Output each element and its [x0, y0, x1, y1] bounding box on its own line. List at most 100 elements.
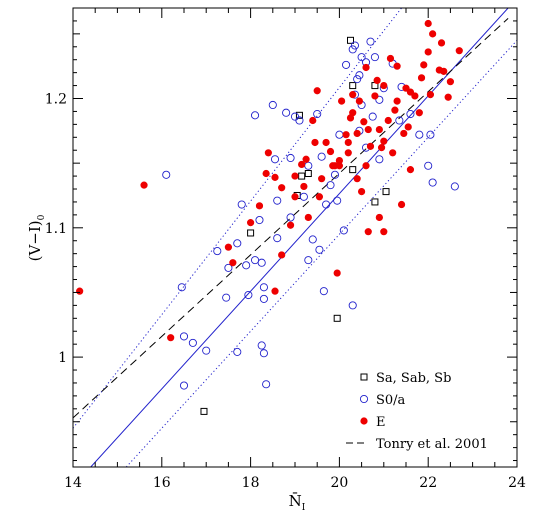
data-point-e-33 [318, 175, 326, 183]
data-point-s0-a-44 [406, 109, 415, 119]
data-point-s0-a-28 [322, 200, 331, 209]
data-point-s0-a-3 [188, 338, 197, 347]
data-point-e-21 [380, 81, 388, 90]
data-point-s0-a-12 [255, 215, 264, 225]
data-point-s0-a-48 [450, 182, 459, 191]
fit-line-dotted-2 [125, 39, 517, 467]
data-point-e-55 [389, 149, 397, 157]
data-point-e-69 [397, 200, 406, 209]
data-point-sa-sab-sb-11 [200, 407, 208, 415]
data-point-s0-a-56 [333, 196, 342, 205]
data-point-s0-a-40 [375, 95, 384, 104]
data-point-e-60 [338, 97, 346, 105]
data-point-s0-a-9 [242, 261, 251, 270]
data-point-s0-a-21 [290, 112, 300, 121]
data-point-s0-a-55 [304, 256, 313, 265]
data-point-s0-a-38 [366, 37, 375, 46]
data-point-s0-a-65 [250, 111, 260, 120]
data-point-s0-a-19 [282, 108, 291, 117]
data-point-s0-a-16 [268, 100, 277, 110]
data-point-e-1 [140, 181, 148, 189]
data-point-e-27 [429, 30, 437, 38]
data-point-s0-a-7 [233, 347, 242, 356]
data-point-s0-a-46 [424, 161, 433, 170]
y-tick-label-1-1: 1.1 [45, 221, 67, 237]
data-point-s0-a-64 [319, 287, 328, 296]
plot-frame [72, 7, 518, 468]
data-point-e-28 [437, 39, 446, 47]
data-point-sa-sab-sb-3 [298, 172, 306, 180]
data-point-e-43 [400, 129, 408, 138]
data-markers [76, 19, 463, 415]
data-point-e-80 [309, 116, 317, 125]
data-point-e-0 [76, 287, 84, 295]
data-point-e-68 [375, 213, 383, 222]
x-axis-label-main: N̄ [289, 492, 302, 510]
data-point-e-82 [406, 166, 415, 174]
data-point-e-75 [380, 228, 388, 236]
y-axis-label: (V−I)0 [26, 214, 47, 261]
legend-swatch-e [360, 417, 368, 425]
data-point-sa-sab-sb-0 [347, 36, 354, 44]
y-axis-label-subscript: 0 [37, 214, 47, 220]
data-point-e-61 [349, 91, 357, 99]
data-point-sa-sab-sb-6 [247, 229, 255, 237]
data-point-s0-a-53 [179, 332, 189, 341]
data-point-sa-sab-sb-7 [371, 198, 379, 206]
tick-labels: 14 16 18 20 22 24 1 1.1 1.2 [45, 92, 526, 491]
data-point-s0-a-52 [224, 263, 233, 272]
data-point-e-73 [264, 149, 272, 157]
data-point-s0-a-27 [315, 245, 324, 254]
data-point-e-49 [300, 182, 308, 191]
data-point-e-51 [331, 162, 339, 170]
data-point-s0-a-35 [353, 75, 362, 84]
fit-line-solid-0 [90, 8, 509, 467]
data-point-e-22 [386, 54, 395, 63]
data-point-e-66 [291, 172, 299, 180]
data-point-s0-a-8 [237, 200, 246, 209]
data-point-e-37 [353, 129, 361, 138]
data-point-sa-sab-sb-8 [382, 188, 390, 196]
x-tick-label-18: 18 [242, 475, 260, 491]
data-point-e-52 [346, 114, 355, 122]
data-point-s0-a-24 [304, 161, 313, 170]
data-point-e-3 [224, 243, 232, 251]
data-point-e-12 [313, 87, 321, 95]
data-point-s0-a-59 [368, 112, 377, 121]
data-point-s0-a-26 [313, 109, 322, 119]
data-point-e-59 [440, 67, 448, 75]
data-point-e-26 [420, 61, 428, 69]
data-point-e-11 [304, 213, 312, 222]
data-point-s0-a-6 [222, 293, 231, 302]
data-point-s0-a-54 [286, 213, 295, 222]
data-point-s0-a-30 [330, 170, 340, 179]
data-point-e-42 [391, 106, 399, 114]
data-point-e-16 [342, 131, 350, 139]
legend: Sa, Sab, Sb S0/a E Tonry et al. 2001 [346, 371, 488, 452]
fit-line-dashed-3 [73, 17, 509, 419]
data-point-e-4 [247, 219, 255, 227]
data-point-e-13 [322, 138, 330, 147]
data-point-e-62 [364, 125, 372, 134]
data-point-s0-a-72 [348, 301, 357, 310]
data-point-e-9 [291, 193, 299, 201]
data-point-s0-a-36 [357, 53, 366, 62]
data-point-e-36 [344, 149, 352, 157]
data-point-e-74 [333, 269, 341, 277]
legend-label-s0-a: S0/a [376, 393, 406, 408]
data-point-e-30 [455, 47, 463, 55]
data-point-s0-a-18 [273, 196, 282, 205]
data-point-e-70 [286, 221, 295, 229]
data-point-e-2 [167, 334, 175, 342]
data-point-s0-a-11 [250, 256, 260, 265]
x-tick-label-24: 24 [508, 475, 526, 491]
data-point-e-71 [278, 251, 286, 259]
data-point-e-63 [380, 137, 388, 145]
data-point-s0-a-60 [375, 155, 384, 164]
data-point-s0-a-39 [370, 53, 379, 62]
data-point-e-10 [298, 160, 306, 169]
data-point-e-29 [446, 78, 455, 86]
data-point-s0-a-31 [335, 130, 344, 139]
data-point-e-46 [424, 48, 432, 56]
